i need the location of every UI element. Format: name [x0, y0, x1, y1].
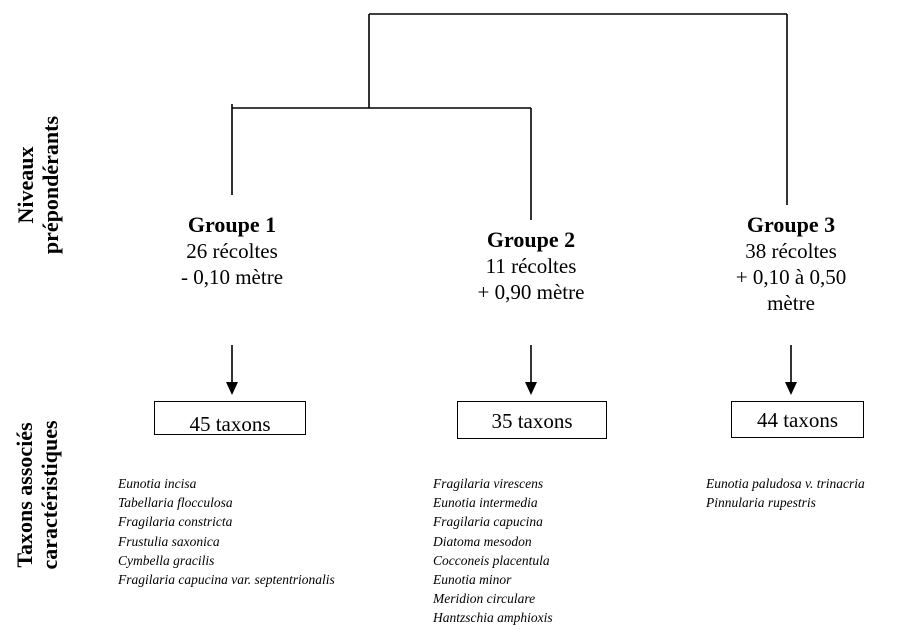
- list-item: Fragilaria capucina var. septentrionalis: [118, 572, 335, 588]
- group-3-taxa-list: Eunotia paludosa v. trinacria Pinnularia…: [706, 474, 865, 512]
- group-2-taxa-list: Fragilaria virescens Eunotia intermedia …: [433, 474, 553, 628]
- list-item: Tabellaria flocculosa: [118, 495, 233, 511]
- list-item: Fragilaria virescens: [433, 476, 544, 491]
- group-3-line-1: 38 récoltes: [745, 239, 837, 263]
- list-item: Eunotia incisa: [118, 476, 197, 491]
- side-label-niveaux-line2: prépondérants: [38, 115, 63, 255]
- list-item: Frustulia saxonica: [118, 533, 220, 549]
- group3-arrow-head: [785, 382, 797, 395]
- list-item: Hantzschia amphioxis: [433, 610, 553, 626]
- group-3-label: Groupe 3 38 récoltes + 0,10 à 0,50 mètre: [711, 212, 871, 316]
- list-item: Eunotia paludosa v. trinacria: [706, 476, 865, 491]
- group-1-taxa-count-box: 45 taxons: [154, 401, 306, 435]
- group-3-line-2: + 0,10 à 0,50: [735, 265, 847, 289]
- group-1-line-2: - 0,10 mètre: [180, 265, 284, 289]
- side-label-taxons-line1: Taxons associés: [12, 422, 37, 568]
- group-3-title: Groupe 3: [746, 212, 836, 237]
- list-item: Diatoma mesodon: [433, 533, 532, 549]
- group-2-title: Groupe 2: [486, 227, 576, 252]
- list-item: Meridion circulare: [433, 591, 536, 607]
- group-3-line-3: mètre: [767, 291, 815, 315]
- group1-arrow-head: [226, 382, 238, 395]
- group-2-line-2: + 0,90 mètre: [477, 280, 585, 304]
- group-3-taxa-count-box: 44 taxons: [731, 401, 864, 438]
- list-item: Fragilaria capucina: [433, 514, 543, 530]
- list-item: Eunotia intermedia: [433, 495, 538, 511]
- side-label-niveaux: Niveaux prépondérants: [13, 110, 63, 260]
- list-item: Eunotia minor: [433, 572, 512, 588]
- group-2-label: Groupe 2 11 récoltes + 0,90 mètre: [451, 227, 611, 305]
- side-label-taxons: Taxons associés caractéristiques: [12, 405, 62, 585]
- group-2-taxa-count-box: 35 taxons: [457, 401, 607, 439]
- group2-arrow-head: [525, 382, 537, 395]
- group-2-line-1: 11 récoltes: [485, 254, 577, 278]
- group-1-label: Groupe 1 26 récoltes - 0,10 mètre: [152, 212, 312, 290]
- list-item: Cymbella gracilis: [118, 552, 215, 568]
- group-1-title: Groupe 1: [187, 212, 277, 237]
- side-label-niveaux-line1: Niveaux: [13, 146, 38, 224]
- list-item: Pinnularia rupestris: [706, 495, 816, 511]
- list-item: Cocconeis placentula: [433, 552, 550, 568]
- group-1-taxa-list: Eunotia incisa Tabellaria flocculosa Fra…: [118, 474, 335, 589]
- list-item: Fragilaria constricta: [118, 514, 233, 530]
- group-1-line-1: 26 récoltes: [186, 239, 278, 263]
- side-label-taxons-line2: caractéristiques: [37, 420, 62, 570]
